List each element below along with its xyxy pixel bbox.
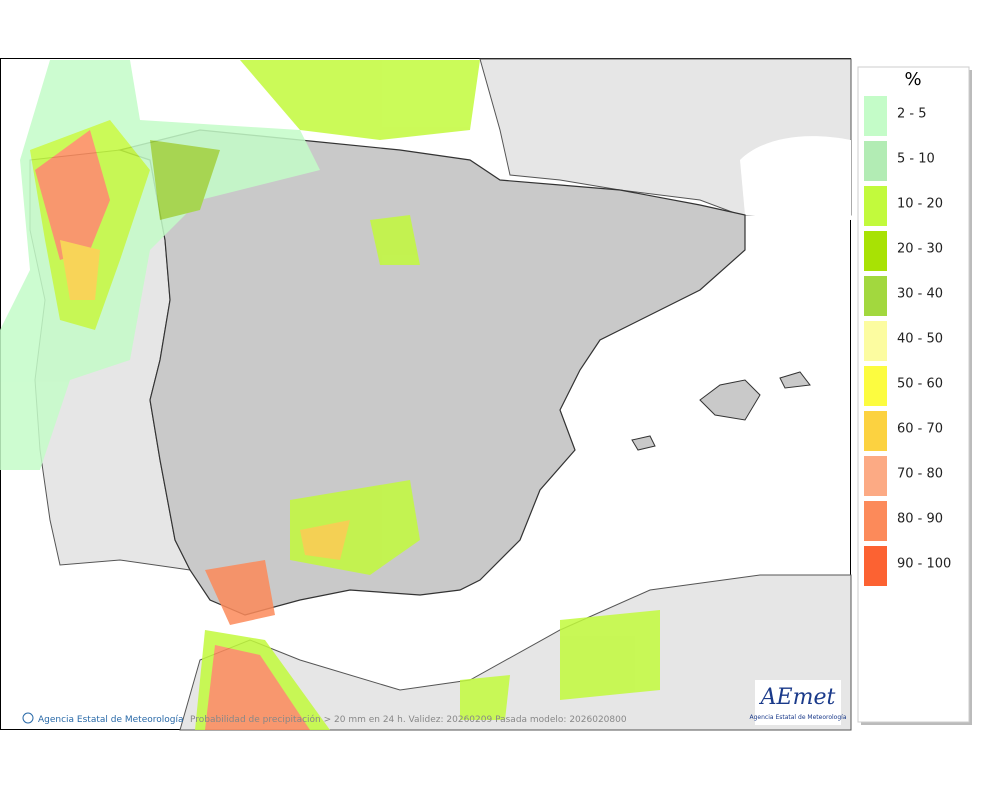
menorca (779, 371, 811, 389)
legend-swatch (864, 96, 887, 136)
legend-swatch (864, 546, 887, 586)
legend-swatch (864, 456, 887, 496)
legend-label: 30 - 40 (897, 287, 943, 302)
credit: Agencia Estatal de Meteorología (38, 715, 184, 725)
ibiza (631, 435, 656, 451)
legend-label: 20 - 30 (897, 242, 943, 257)
sea-gulf (740, 136, 851, 220)
legend-swatch (864, 231, 887, 271)
spain (117, 129, 746, 616)
legend-title: % (904, 69, 921, 90)
legend-swatch (864, 366, 887, 406)
legend-label: 70 - 80 (897, 467, 943, 482)
legend-label: 80 - 90 (897, 512, 943, 527)
logo: AEmet (759, 685, 836, 710)
legend-label: 40 - 50 (897, 332, 943, 347)
legend-label: 50 - 60 (897, 377, 943, 392)
logo-subtitle: Agencia Estatal de Meteorología (750, 714, 847, 721)
legend-swatch (864, 141, 887, 181)
legend-swatch (864, 321, 887, 361)
legend-label: 60 - 70 (897, 422, 943, 437)
legend-label: 90 - 100 (897, 557, 951, 572)
legend: % 2 - 5 5 - 10 10 - 20 20 - 30 30 - 40 40 - 5… (857, 66, 972, 725)
mallorca (699, 379, 761, 421)
copyright-icon (22, 712, 34, 724)
legend-swatch (864, 501, 887, 541)
caption: Probabilidad de precipitación > 20 mm en… (190, 714, 627, 725)
legend-swatch (864, 411, 887, 451)
precipitation-areas (0, 60, 660, 730)
legend-label: 10 - 20 (897, 197, 943, 212)
legend-label: 2 - 5 (897, 107, 927, 122)
legend-swatch (864, 186, 887, 226)
map: Agencia Estatal de Meteorología Probabil… (0, 58, 852, 731)
logo-box (755, 680, 841, 725)
legend-label: 5 - 10 (897, 152, 935, 167)
legend-swatch (864, 276, 887, 316)
